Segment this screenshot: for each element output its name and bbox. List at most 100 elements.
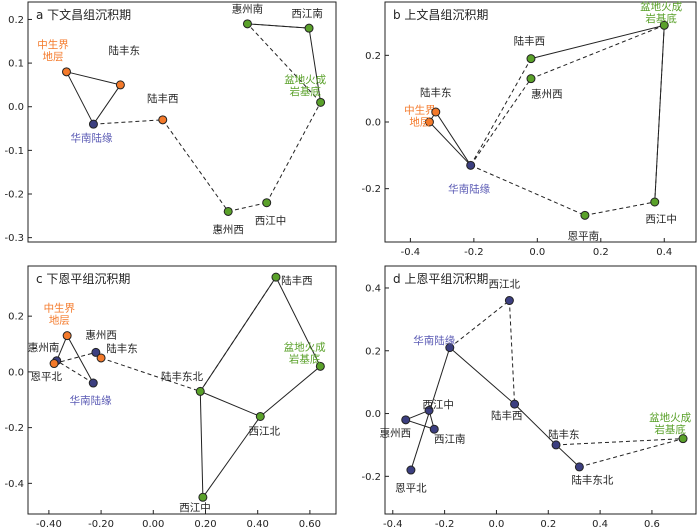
solid-connector xyxy=(449,347,515,405)
data-point xyxy=(650,197,660,207)
data-point xyxy=(62,67,71,77)
data-point xyxy=(88,119,98,129)
plot-frame xyxy=(27,1,337,243)
point-label: 陆丰东 xyxy=(106,342,138,355)
point-label: 中生界地层 xyxy=(44,301,76,326)
x-tick-label: 0.4 xyxy=(592,519,608,529)
point-label: 惠州南 xyxy=(28,341,60,354)
data-point xyxy=(49,359,59,369)
data-point xyxy=(445,343,455,353)
point-label: 盆地火成岩基底 xyxy=(284,340,326,365)
point-label: 陆丰东北 xyxy=(571,473,613,486)
data-point xyxy=(510,399,520,409)
plot-frame xyxy=(384,265,697,515)
point-label: 华南陆缘 xyxy=(70,394,112,407)
dashed-connector xyxy=(93,119,163,125)
y-tick-label: -0.4 xyxy=(4,479,24,490)
data-point xyxy=(315,361,325,371)
data-point xyxy=(198,492,208,502)
data-point xyxy=(96,353,106,363)
y-tick-label: 0.1 xyxy=(8,59,24,70)
panel-d: -0.2 0.0 0.2 0.4 -0.4 -0.2 0.0 0.2 0.4 0.6 d 上恩平组沉… xyxy=(361,265,697,529)
point-label: 陆丰西 xyxy=(491,409,523,422)
x-tick-label: -0.2 xyxy=(435,519,455,529)
point-label: 西江南 xyxy=(434,433,466,446)
plot-frame xyxy=(27,265,337,515)
data-point xyxy=(424,405,434,415)
point-label: 西江中 xyxy=(179,501,211,514)
x-tick-label: 0.6 xyxy=(644,519,660,529)
solid-connector xyxy=(66,335,94,384)
point-label: 恩平北 xyxy=(395,482,427,494)
point-label: 盆地火成岩基底 xyxy=(640,0,682,25)
x-tick-label: -0.4 xyxy=(401,247,421,258)
dashed-connector xyxy=(470,78,532,166)
y-tick-label: 0.2 xyxy=(365,346,381,357)
x-tick-label: -0.4 xyxy=(383,519,403,529)
point-label: 华南陆缘 xyxy=(413,334,455,347)
y-tick-label: -0.2 xyxy=(361,472,381,483)
data-point xyxy=(316,97,326,107)
point-label: 恩平北 xyxy=(31,371,63,383)
point-label: 陆丰西 xyxy=(147,92,179,105)
y-tick-label: 0.0 xyxy=(8,367,24,378)
solid-connector xyxy=(199,276,277,392)
dashed-connector xyxy=(449,300,510,349)
data-point xyxy=(115,80,125,90)
data-point xyxy=(271,272,281,282)
x-tick-label: 0.60 xyxy=(299,519,321,529)
data-point xyxy=(580,210,590,220)
data-point xyxy=(504,296,514,306)
dashed-connector xyxy=(584,201,655,216)
y-tick-label: 0.0 xyxy=(8,102,24,113)
solid-connector xyxy=(66,71,94,125)
dashed-connector xyxy=(162,119,229,212)
solid-connector xyxy=(308,28,322,103)
data-point xyxy=(304,23,314,33)
solid-connector xyxy=(247,23,310,29)
solid-connector xyxy=(405,419,435,430)
data-point xyxy=(223,206,233,216)
data-point xyxy=(431,107,441,117)
data-point xyxy=(424,117,434,127)
data-point xyxy=(91,347,101,357)
point-label: 西江北 xyxy=(488,278,520,290)
data-point xyxy=(62,331,72,341)
panel-title: a 下文昌组沉积期 xyxy=(36,7,131,22)
y-tick-label: 0.0 xyxy=(365,409,381,420)
point-label: 惠州西 xyxy=(380,426,412,439)
data-point xyxy=(466,160,476,170)
dashed-connector xyxy=(100,357,201,392)
data-point xyxy=(255,411,265,421)
point-label: 惠州西 xyxy=(531,88,563,101)
point-label: 陆丰西 xyxy=(514,34,546,47)
y-tick-label: -0.1 xyxy=(4,146,24,157)
dashed-connector xyxy=(470,58,532,166)
solid-connector xyxy=(259,365,321,417)
point-label: 西江中 xyxy=(255,214,287,227)
dashed-connector xyxy=(228,202,267,212)
panel-title: c 下恩平组沉积期 xyxy=(36,272,130,286)
data-point xyxy=(158,115,168,125)
point-label: 西江北 xyxy=(248,425,280,437)
data-point xyxy=(242,19,252,29)
y-tick-label: -0.3 xyxy=(4,233,24,244)
point-label: 中生界地层 xyxy=(404,103,436,128)
y-tick-label: 0.2 xyxy=(365,51,381,62)
point-label: 惠州西 xyxy=(212,223,244,236)
data-point xyxy=(88,378,98,388)
point-label: 中生界地层 xyxy=(37,38,69,63)
data-point xyxy=(406,465,416,475)
data-point xyxy=(429,424,439,434)
dashed-connector xyxy=(247,23,321,103)
x-tick-label: -0.2 xyxy=(464,247,484,258)
dashed-connector xyxy=(508,300,516,405)
data-point xyxy=(195,386,205,396)
x-tick-label: 0.40 xyxy=(247,519,269,529)
dashed-connector xyxy=(56,360,94,384)
point-label: 惠州西 xyxy=(85,328,117,341)
solid-connector xyxy=(200,390,261,417)
data-point xyxy=(678,434,688,444)
